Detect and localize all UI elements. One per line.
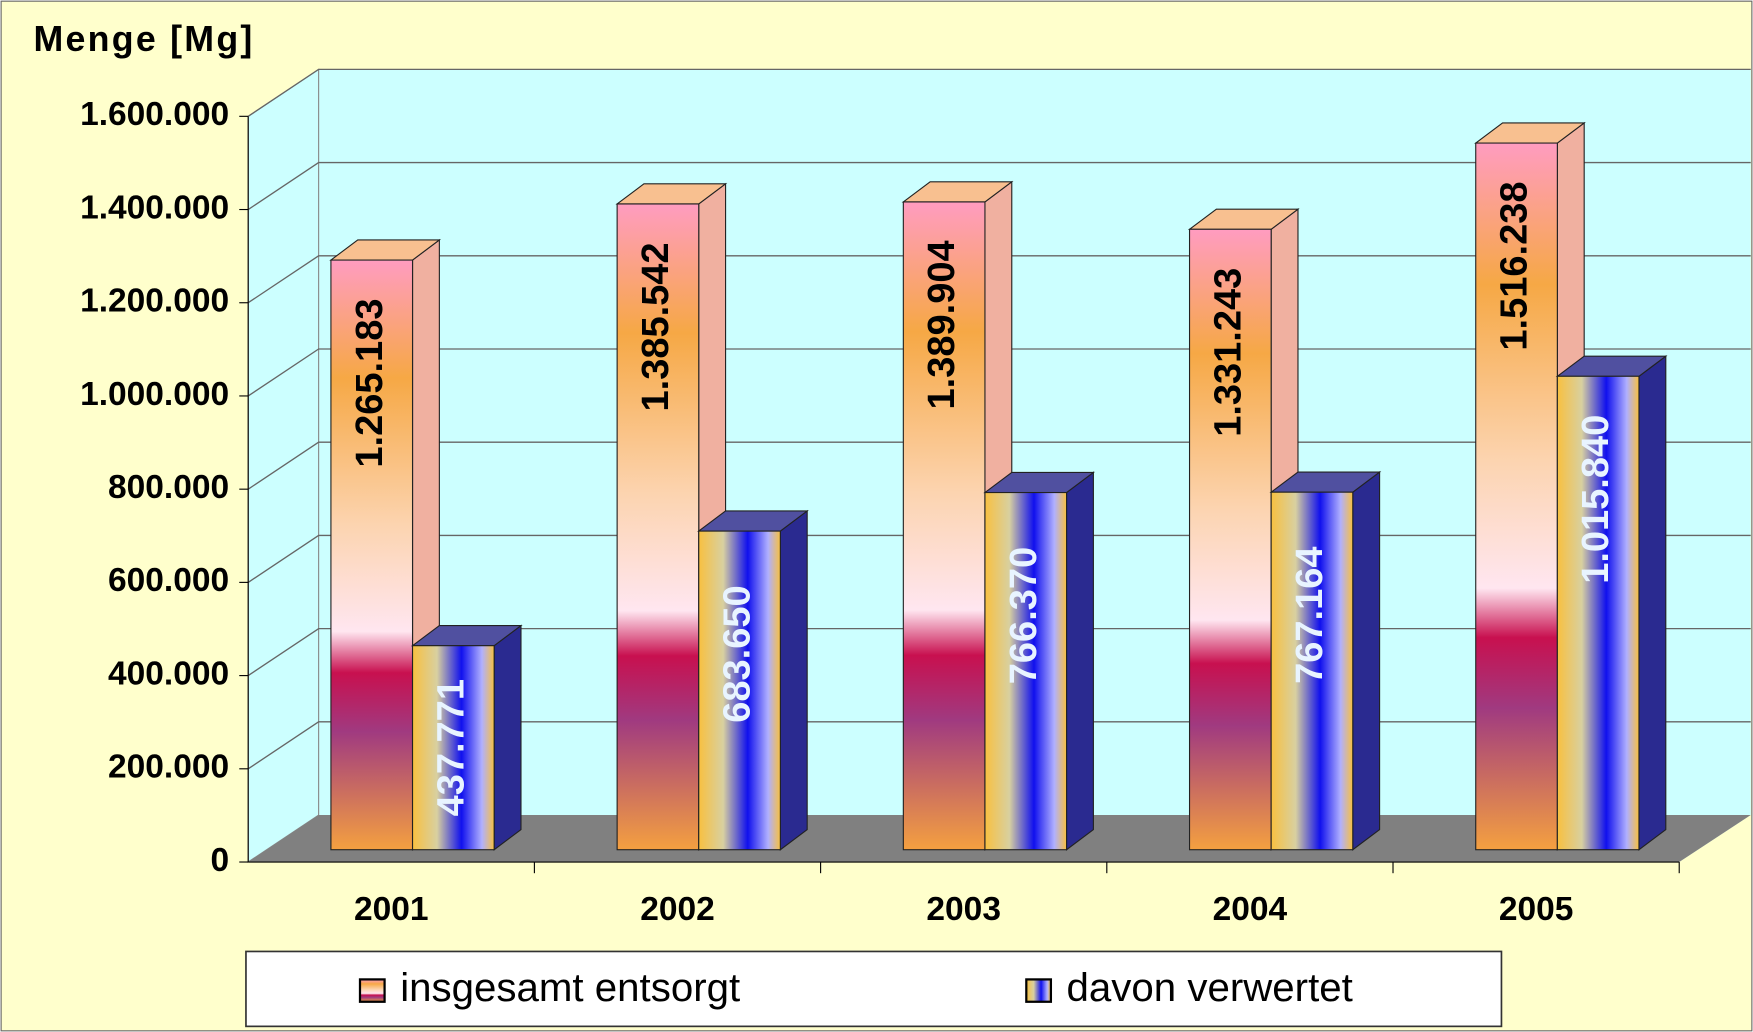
x-tick-label: 2002 xyxy=(640,891,715,928)
value-label: 1.015.840 xyxy=(1575,415,1617,584)
bar-face xyxy=(1188,228,1272,851)
x-tick-label: 2004 xyxy=(1213,891,1288,928)
bar xyxy=(1269,470,1382,851)
bar-face xyxy=(330,259,414,851)
value-label: 767.164 xyxy=(1289,546,1331,683)
bar-face xyxy=(411,645,495,851)
bar-face xyxy=(902,201,986,851)
legend-swatch xyxy=(1025,978,1053,1003)
legend xyxy=(245,950,1503,1028)
bar xyxy=(983,471,1096,851)
bar-face xyxy=(1556,375,1640,851)
value-label: 1.385.542 xyxy=(635,242,677,411)
bar xyxy=(697,509,809,851)
y-tick-label: 1.200.000 xyxy=(80,283,229,320)
bar-face xyxy=(616,203,700,851)
bar xyxy=(329,238,442,851)
bar-face xyxy=(1352,470,1381,851)
value-label: 1.331.243 xyxy=(1207,268,1249,437)
y-tick-label: 0 xyxy=(211,842,230,879)
y-tick-label: 1.600.000 xyxy=(80,96,229,133)
bar xyxy=(1555,355,1668,851)
bar-face xyxy=(698,530,781,851)
bar-face xyxy=(493,624,522,851)
y-tick-label: 1.400.000 xyxy=(80,189,229,226)
legend-swatch xyxy=(358,978,386,1003)
value-label: 1.265.183 xyxy=(349,299,391,468)
value-label: 766.370 xyxy=(1003,547,1045,684)
y-tick-label: 400.000 xyxy=(108,655,229,692)
bar-face xyxy=(1475,142,1558,851)
bar-face xyxy=(1638,355,1667,851)
legend-label: insgesamt entsorgt xyxy=(400,965,740,1010)
x-tick-label: 2003 xyxy=(926,891,1001,928)
value-label: 437.771 xyxy=(430,679,472,816)
y-tick-label: 800.000 xyxy=(108,469,229,506)
y-tick-label: 600.000 xyxy=(108,562,229,599)
bar-face xyxy=(1065,471,1094,851)
bar-face xyxy=(984,491,1068,851)
chart-title: Menge [Mg] xyxy=(34,19,255,59)
grid-line xyxy=(247,161,1751,211)
value-label: 683.650 xyxy=(717,585,759,722)
bar-face xyxy=(1270,491,1354,851)
grid-line xyxy=(247,68,1751,117)
bar xyxy=(410,624,523,851)
x-tick-label: 2005 xyxy=(1499,891,1574,928)
bar-face xyxy=(779,509,808,851)
value-label: 1.389.904 xyxy=(921,240,963,409)
value-label: 1.516.238 xyxy=(1494,182,1536,351)
y-tick-label: 1.000.000 xyxy=(80,376,229,413)
x-tick-label: 2001 xyxy=(354,891,429,928)
legend-label: davon verwertet xyxy=(1067,965,1353,1010)
y-tick-label: 200.000 xyxy=(108,749,229,786)
